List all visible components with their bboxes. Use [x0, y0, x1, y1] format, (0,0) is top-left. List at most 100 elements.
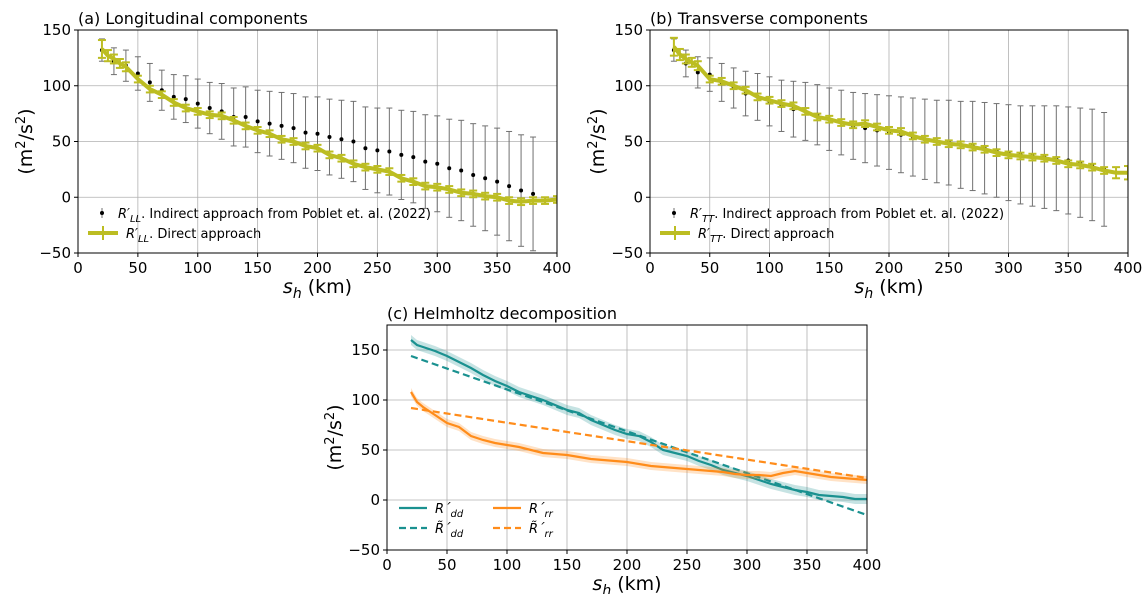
x-tick-label: 0: [382, 556, 392, 574]
x-axis-label-part: h: [864, 286, 873, 302]
series-line: [410, 354, 867, 517]
indirect-point: [279, 123, 284, 128]
x-tick-label: 350: [793, 556, 822, 574]
y-axis-label: (m2/s2): [323, 404, 346, 470]
x-tick-label: 0: [73, 259, 83, 277]
indirect-point: [171, 94, 176, 99]
legend-direct-label: R′LL. Direct approach: [126, 227, 261, 245]
x-tick-label: 100: [183, 259, 212, 277]
legend-direct-label-part: . Direct approach: [149, 227, 261, 242]
x-axis-label-part: h: [602, 583, 611, 594]
legend-b: R′TT. Indirect approach from Poblet et. …: [660, 207, 1004, 245]
legend-direct-label-part: . Direct approach: [722, 227, 834, 242]
x-axis-label-part: s: [283, 276, 293, 298]
x-tick-label: 250: [673, 556, 702, 574]
indirect-point: [495, 179, 500, 184]
indirect-point: [135, 71, 140, 76]
indirect-point: [399, 152, 404, 157]
legend-indirect-label-part: R′: [118, 207, 130, 222]
x-tick-label: 150: [815, 259, 844, 277]
y-tick-label: 50: [624, 133, 643, 151]
y-tick-label: 100: [42, 77, 71, 95]
panel-b: 0 50 100 150 200 250 300 350 400−50050100150(b) …: [586, 9, 1142, 302]
y-tick-label: −50: [611, 244, 643, 262]
y-axis-label-part: 2: [323, 412, 338, 420]
x-tick-label: 250: [934, 259, 963, 277]
y-tick-label: 100: [614, 77, 643, 95]
legend-label-part: R̃´: [529, 522, 545, 537]
indirect-point: [255, 119, 260, 124]
y-tick-label: 0: [61, 188, 71, 206]
legend-label: R̃´dd: [435, 522, 464, 540]
axes-frame: [649, 29, 1129, 254]
x-tick-label: 100: [755, 259, 784, 277]
x-tick-label: 50: [700, 259, 719, 277]
panel-title: (c) Helmholtz decomposition: [387, 304, 617, 323]
legend-indirect-marker: [672, 211, 676, 215]
x-tick-label: 200: [303, 259, 332, 277]
indirect-point: [411, 155, 416, 160]
indirect-point: [291, 126, 296, 131]
x-tick-label: 350: [1054, 259, 1083, 277]
y-tick-label: 150: [351, 341, 380, 359]
x-tick-label: 250: [363, 259, 392, 277]
y-tick-label: 0: [370, 491, 380, 509]
legend-direct-label-part: R′: [126, 227, 138, 242]
indirect-point: [147, 80, 152, 85]
plot-area-a: [97, 38, 557, 252]
y-tick-label: 150: [42, 21, 71, 39]
legend-direct-label-part: LL: [138, 234, 149, 245]
legend-label-part: R´: [529, 502, 545, 517]
y-axis-label-part: 2: [14, 116, 29, 124]
indirect-point: [327, 135, 332, 140]
indirect-point: [531, 191, 536, 196]
x-axis-label-part: s: [854, 276, 864, 298]
y-tick-label: 50: [361, 441, 380, 459]
x-tick-label: 300: [423, 259, 452, 277]
indirect-point: [695, 70, 700, 75]
x-axis-label-part: (km): [873, 276, 923, 298]
series-1: [410, 354, 867, 517]
legend-indirect-label-part: R′: [690, 207, 702, 222]
series-line: [410, 391, 867, 482]
legend-indirect-label-part: . Indirect approach from Poblet et. al. …: [714, 207, 1004, 222]
legend-indirect-label-part: . Indirect approach from Poblet et. al. …: [141, 207, 431, 222]
panel-title: (b) Transverse components: [650, 9, 868, 28]
indirect-point: [267, 121, 272, 126]
legend-label-part: dd: [451, 529, 464, 540]
y-axis-label-part: 2: [14, 140, 29, 148]
x-tick-label: 350: [483, 259, 512, 277]
legend-indirect-label: R′TT. Indirect approach from Poblet et. …: [690, 207, 1004, 225]
legend-a: R′LL. Indirect approach from Poblet et. …: [88, 207, 431, 245]
indirect-point: [363, 146, 368, 151]
x-tick-label: 0: [645, 259, 655, 277]
indirect-point: [303, 130, 308, 135]
y-axis-label-part: /s: [587, 124, 609, 140]
indirect-point: [351, 139, 356, 144]
legend-label-part: rr: [545, 509, 554, 520]
legend-direct-label: R′TT. Direct approach: [698, 227, 834, 245]
y-axis-label-part: (m: [324, 445, 346, 471]
x-axis-label-part: (km): [611, 573, 661, 594]
y-axis-label-part: ): [324, 404, 346, 411]
y-tick-label: 150: [614, 21, 643, 39]
indirect-point: [471, 172, 476, 177]
legend-label: R´dd: [435, 502, 464, 520]
indirect-point: [207, 106, 212, 111]
y-axis-label-part: /s: [15, 124, 37, 140]
panel-a: 0 50 100 150 200 250 300 350 400−50050100150(a) …: [14, 9, 571, 302]
y-axis-label-part: /s: [324, 420, 346, 436]
y-axis-label: (m2/s2): [14, 108, 37, 174]
x-tick-label: 50: [437, 556, 456, 574]
legend-label-part: rr: [545, 529, 554, 540]
indirect-point: [435, 161, 440, 166]
legend-indirect-label-part: TT: [702, 214, 715, 225]
y-axis-label-part: ): [587, 108, 609, 115]
panel-title: (a) Longitudinal components: [78, 9, 308, 28]
indirect-point: [507, 184, 512, 189]
x-tick-label: 400: [853, 556, 882, 574]
indirect-point: [375, 148, 380, 153]
series-2: [410, 388, 867, 484]
x-tick-label: 400: [1114, 259, 1143, 277]
legend-label: R̃´rr: [529, 522, 554, 540]
